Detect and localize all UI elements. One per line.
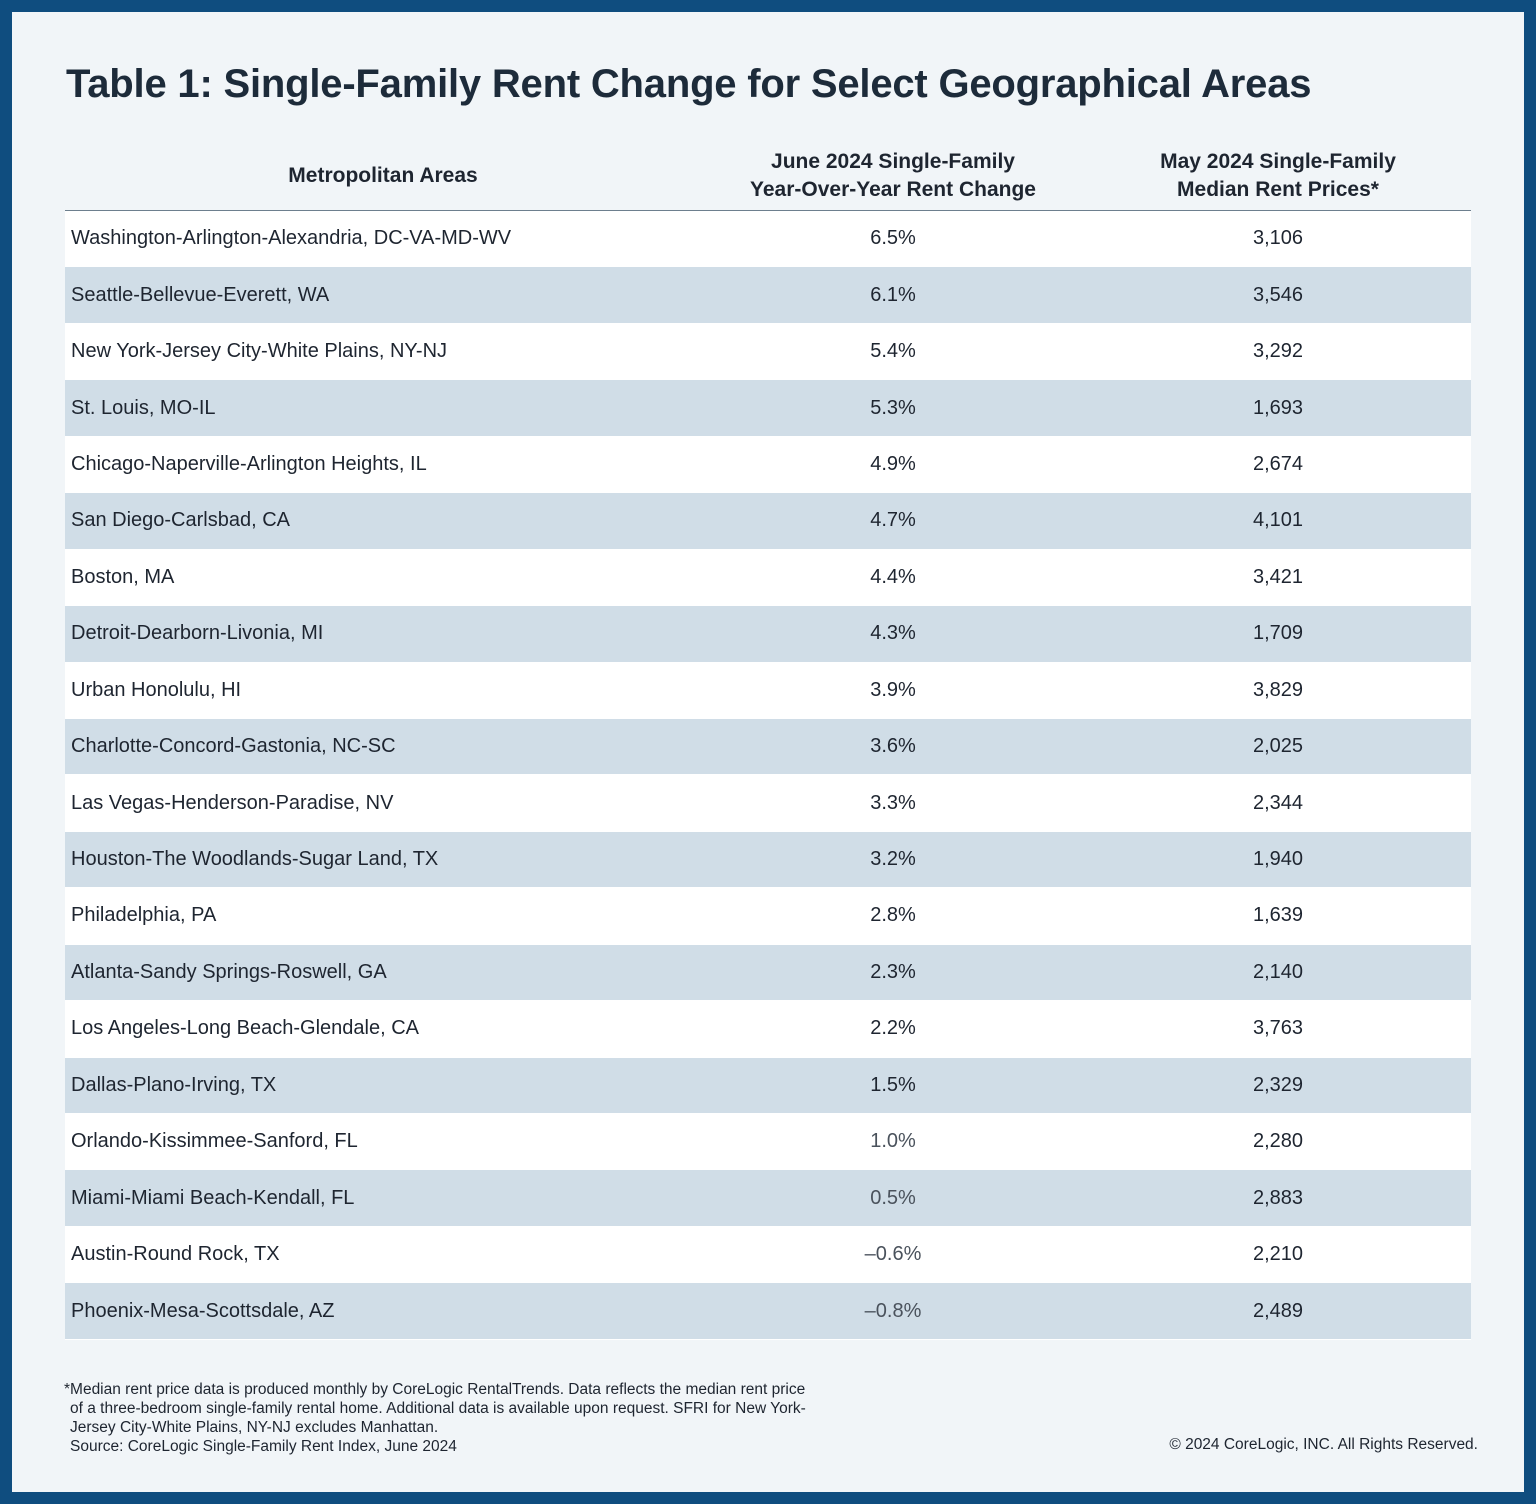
cell-rent-change: –0.6% (864, 1243, 922, 1266)
cell-rent-change: 4.9% (870, 452, 916, 475)
table-row: New York-Jersey City-White Plains, NY-NJ… (65, 323, 1471, 381)
footnote-source: Source: CoreLogic Single-Family Rent Ind… (70, 1438, 457, 1455)
table-row: Miami-Miami Beach-Kendall, FL 0.5% 2,883 (65, 1170, 1471, 1227)
cell-median-rent: 3,763 (1252, 1017, 1304, 1040)
cell-rent-change: 1.0% (870, 1130, 916, 1153)
footnote: *Median rent price data is produced mont… (64, 1380, 924, 1456)
cell-metropolitan-area: Philadelphia, PA (71, 904, 217, 927)
header-median-rent: May 2024 Single-Family Median Rent Price… (1085, 148, 1471, 204)
cell-rent-change: 3.6% (870, 735, 916, 758)
header-median-rent-line1: May 2024 Single-Family (1160, 150, 1396, 173)
cell-rent-change: 3.9% (870, 678, 916, 701)
table-header: Metropolitan Areas June 2024 Single-Fami… (65, 142, 1471, 211)
page-title: Table 1: Single-Family Rent Change for S… (66, 62, 1312, 106)
footnote-line-1: *Median rent price data is produced mont… (64, 1381, 806, 1398)
cell-median-rent: 3,546 (1252, 283, 1304, 306)
cell-rent-change: 4.4% (870, 565, 916, 588)
cell-median-rent: 2,140 (1252, 960, 1304, 983)
table-row: Urban Honolulu, HI 3.9% 3,829 (65, 662, 1471, 719)
rent-table: Metropolitan Areas June 2024 Single-Fami… (65, 142, 1471, 1340)
table-row: San Diego-Carlsbad, CA 4.7% 4,101 (65, 493, 1471, 550)
table-body: Washington-Arlington-Alexandria, DC-VA-M… (65, 211, 1471, 1340)
cell-median-rent: 2,489 (1252, 1299, 1304, 1322)
table-row: Charlotte-Concord-Gastonia, NC-SC 3.6% 2,0… (65, 718, 1471, 776)
copyright-notice: © 2024 CoreLogic, INC. All Rights Reserv… (1169, 1436, 1478, 1453)
cell-median-rent: 3,106 (1252, 227, 1304, 250)
cell-median-rent: 1,940 (1252, 848, 1304, 871)
cell-rent-change: 2.2% (870, 1017, 916, 1040)
cell-median-rent: 4,101 (1252, 509, 1304, 532)
cell-median-rent: 1,693 (1252, 396, 1304, 419)
table-row: Las Vegas-Henderson-Paradise, NV 3.3% 2,34… (65, 775, 1471, 832)
cell-rent-change: 5.3% (870, 396, 916, 419)
table-row: Seattle-Bellevue-Everett, WA 6.1% 3,546 (65, 267, 1471, 324)
table-row: St. Louis, MO-IL 5.3% 1,693 (65, 380, 1471, 437)
cell-metropolitan-area: San Diego-Carlsbad, CA (71, 509, 290, 532)
cell-metropolitan-area: New York-Jersey City-White Plains, NY-NJ (71, 340, 448, 363)
cell-rent-change: –0.8% (864, 1299, 922, 1322)
cell-metropolitan-area: Orlando-Kissimmee-Sanford, FL (71, 1130, 358, 1153)
table-row: Houston-The Woodlands-Sugar Land, TX 3.2%… (65, 831, 1471, 889)
cell-metropolitan-area: Urban Honolulu, HI (71, 678, 242, 701)
table-row: Austin-Round Rock, TX –0.6% 2,210 (65, 1226, 1471, 1284)
cell-metropolitan-area: Phoenix-Mesa-Scottsdale, AZ (71, 1299, 335, 1322)
cell-rent-change: 3.3% (870, 791, 916, 814)
table-row: Dallas-Plano-Irving, TX 1.5% 2,329 (65, 1057, 1471, 1114)
header-metropolitan-areas: Metropolitan Areas (288, 164, 478, 187)
cell-metropolitan-area: Austin-Round Rock, TX (71, 1243, 280, 1266)
cell-rent-change: 1.5% (870, 1073, 916, 1096)
cell-metropolitan-area: Miami-Miami Beach-Kendall, FL (71, 1186, 355, 1209)
footnote-line-2: of a three-bedroom single-family rental … (70, 1400, 806, 1417)
cell-median-rent: 3,829 (1252, 678, 1304, 701)
cell-metropolitan-area: Washington-Arlington-Alexandria, DC-VA-M… (71, 227, 512, 250)
cell-metropolitan-area: St. Louis, MO-IL (71, 396, 216, 419)
footnote-line-3: Jersey City-White Plains, NY-NJ excludes… (70, 1419, 439, 1436)
cell-rent-change: 6.5% (870, 227, 916, 250)
cell-rent-change: 0.5% (870, 1186, 916, 1209)
cell-rent-change: 4.7% (870, 509, 916, 532)
header-rent-change-line1: June 2024 Single-Family (771, 150, 1015, 173)
table-row: Atlanta-Sandy Springs-Roswell, GA 2.3% 2,1… (65, 944, 1471, 1002)
table-row: Los Angeles-Long Beach-Glendale, CA 2.2% 3… (65, 1001, 1471, 1058)
cell-rent-change: 4.3% (870, 622, 916, 645)
cell-median-rent: 2,210 (1252, 1243, 1304, 1266)
cell-median-rent: 3,421 (1252, 565, 1304, 588)
table-row: Boston, MA 4.4% 3,421 (65, 549, 1471, 607)
cell-median-rent: 2,344 (1252, 791, 1304, 814)
cell-metropolitan-area: Houston-The Woodlands-Sugar Land, TX (71, 848, 439, 871)
table-row: Detroit-Dearborn-Livonia, MI 4.3% 1,709 (65, 606, 1471, 663)
cell-metropolitan-area: Los Angeles-Long Beach-Glendale, CA (71, 1017, 420, 1040)
cell-median-rent: 2,674 (1252, 452, 1304, 475)
header-rent-change: June 2024 Single-Family Year-Over-Year R… (701, 148, 1085, 204)
table-row: Phoenix-Mesa-Scottsdale, AZ –0.8% 2,489 (65, 1283, 1471, 1340)
cell-metropolitan-area: Chicago-Naperville-Arlington Heights, IL (71, 452, 427, 475)
cell-rent-change: 2.8% (870, 904, 916, 927)
cell-rent-change: 3.2% (870, 848, 916, 871)
cell-metropolitan-area: Seattle-Bellevue-Everett, WA (71, 283, 330, 306)
cell-metropolitan-area: Atlanta-Sandy Springs-Roswell, GA (71, 960, 387, 983)
header-median-rent-line2: Median Rent Prices* (1177, 178, 1379, 201)
cell-median-rent: 2,329 (1252, 1073, 1304, 1096)
table-card: Table 1: Single-Family Rent Change for S… (12, 12, 1524, 1492)
table-row: Orlando-Kissimmee-Sanford, FL 1.0% 2,280 (65, 1114, 1471, 1171)
cell-metropolitan-area: Detroit-Dearborn-Livonia, MI (71, 622, 324, 645)
cell-metropolitan-area: Charlotte-Concord-Gastonia, NC-SC (71, 735, 396, 758)
cell-median-rent: 2,280 (1252, 1130, 1304, 1153)
cell-median-rent: 3,292 (1252, 340, 1304, 363)
cell-rent-change: 5.4% (870, 340, 916, 363)
table-row: Washington-Arlington-Alexandria, DC-VA-M… (65, 211, 1471, 268)
cell-metropolitan-area: Boston, MA (71, 565, 175, 588)
cell-rent-change: 6.1% (870, 283, 916, 306)
cell-median-rent: 1,709 (1252, 622, 1304, 645)
header-rent-change-line2: Year-Over-Year Rent Change (750, 178, 1036, 201)
cell-rent-change: 2.3% (870, 960, 916, 983)
cell-median-rent: 1,639 (1252, 904, 1304, 927)
table-row: Chicago-Naperville-Arlington Heights, IL… (65, 436, 1471, 494)
table-row: Philadelphia, PA 2.8% 1,639 (65, 888, 1471, 945)
cell-metropolitan-area: Las Vegas-Henderson-Paradise, NV (71, 791, 394, 814)
cell-median-rent: 2,883 (1252, 1186, 1304, 1209)
cell-metropolitan-area: Dallas-Plano-Irving, TX (71, 1073, 277, 1096)
cell-median-rent: 2,025 (1252, 735, 1304, 758)
